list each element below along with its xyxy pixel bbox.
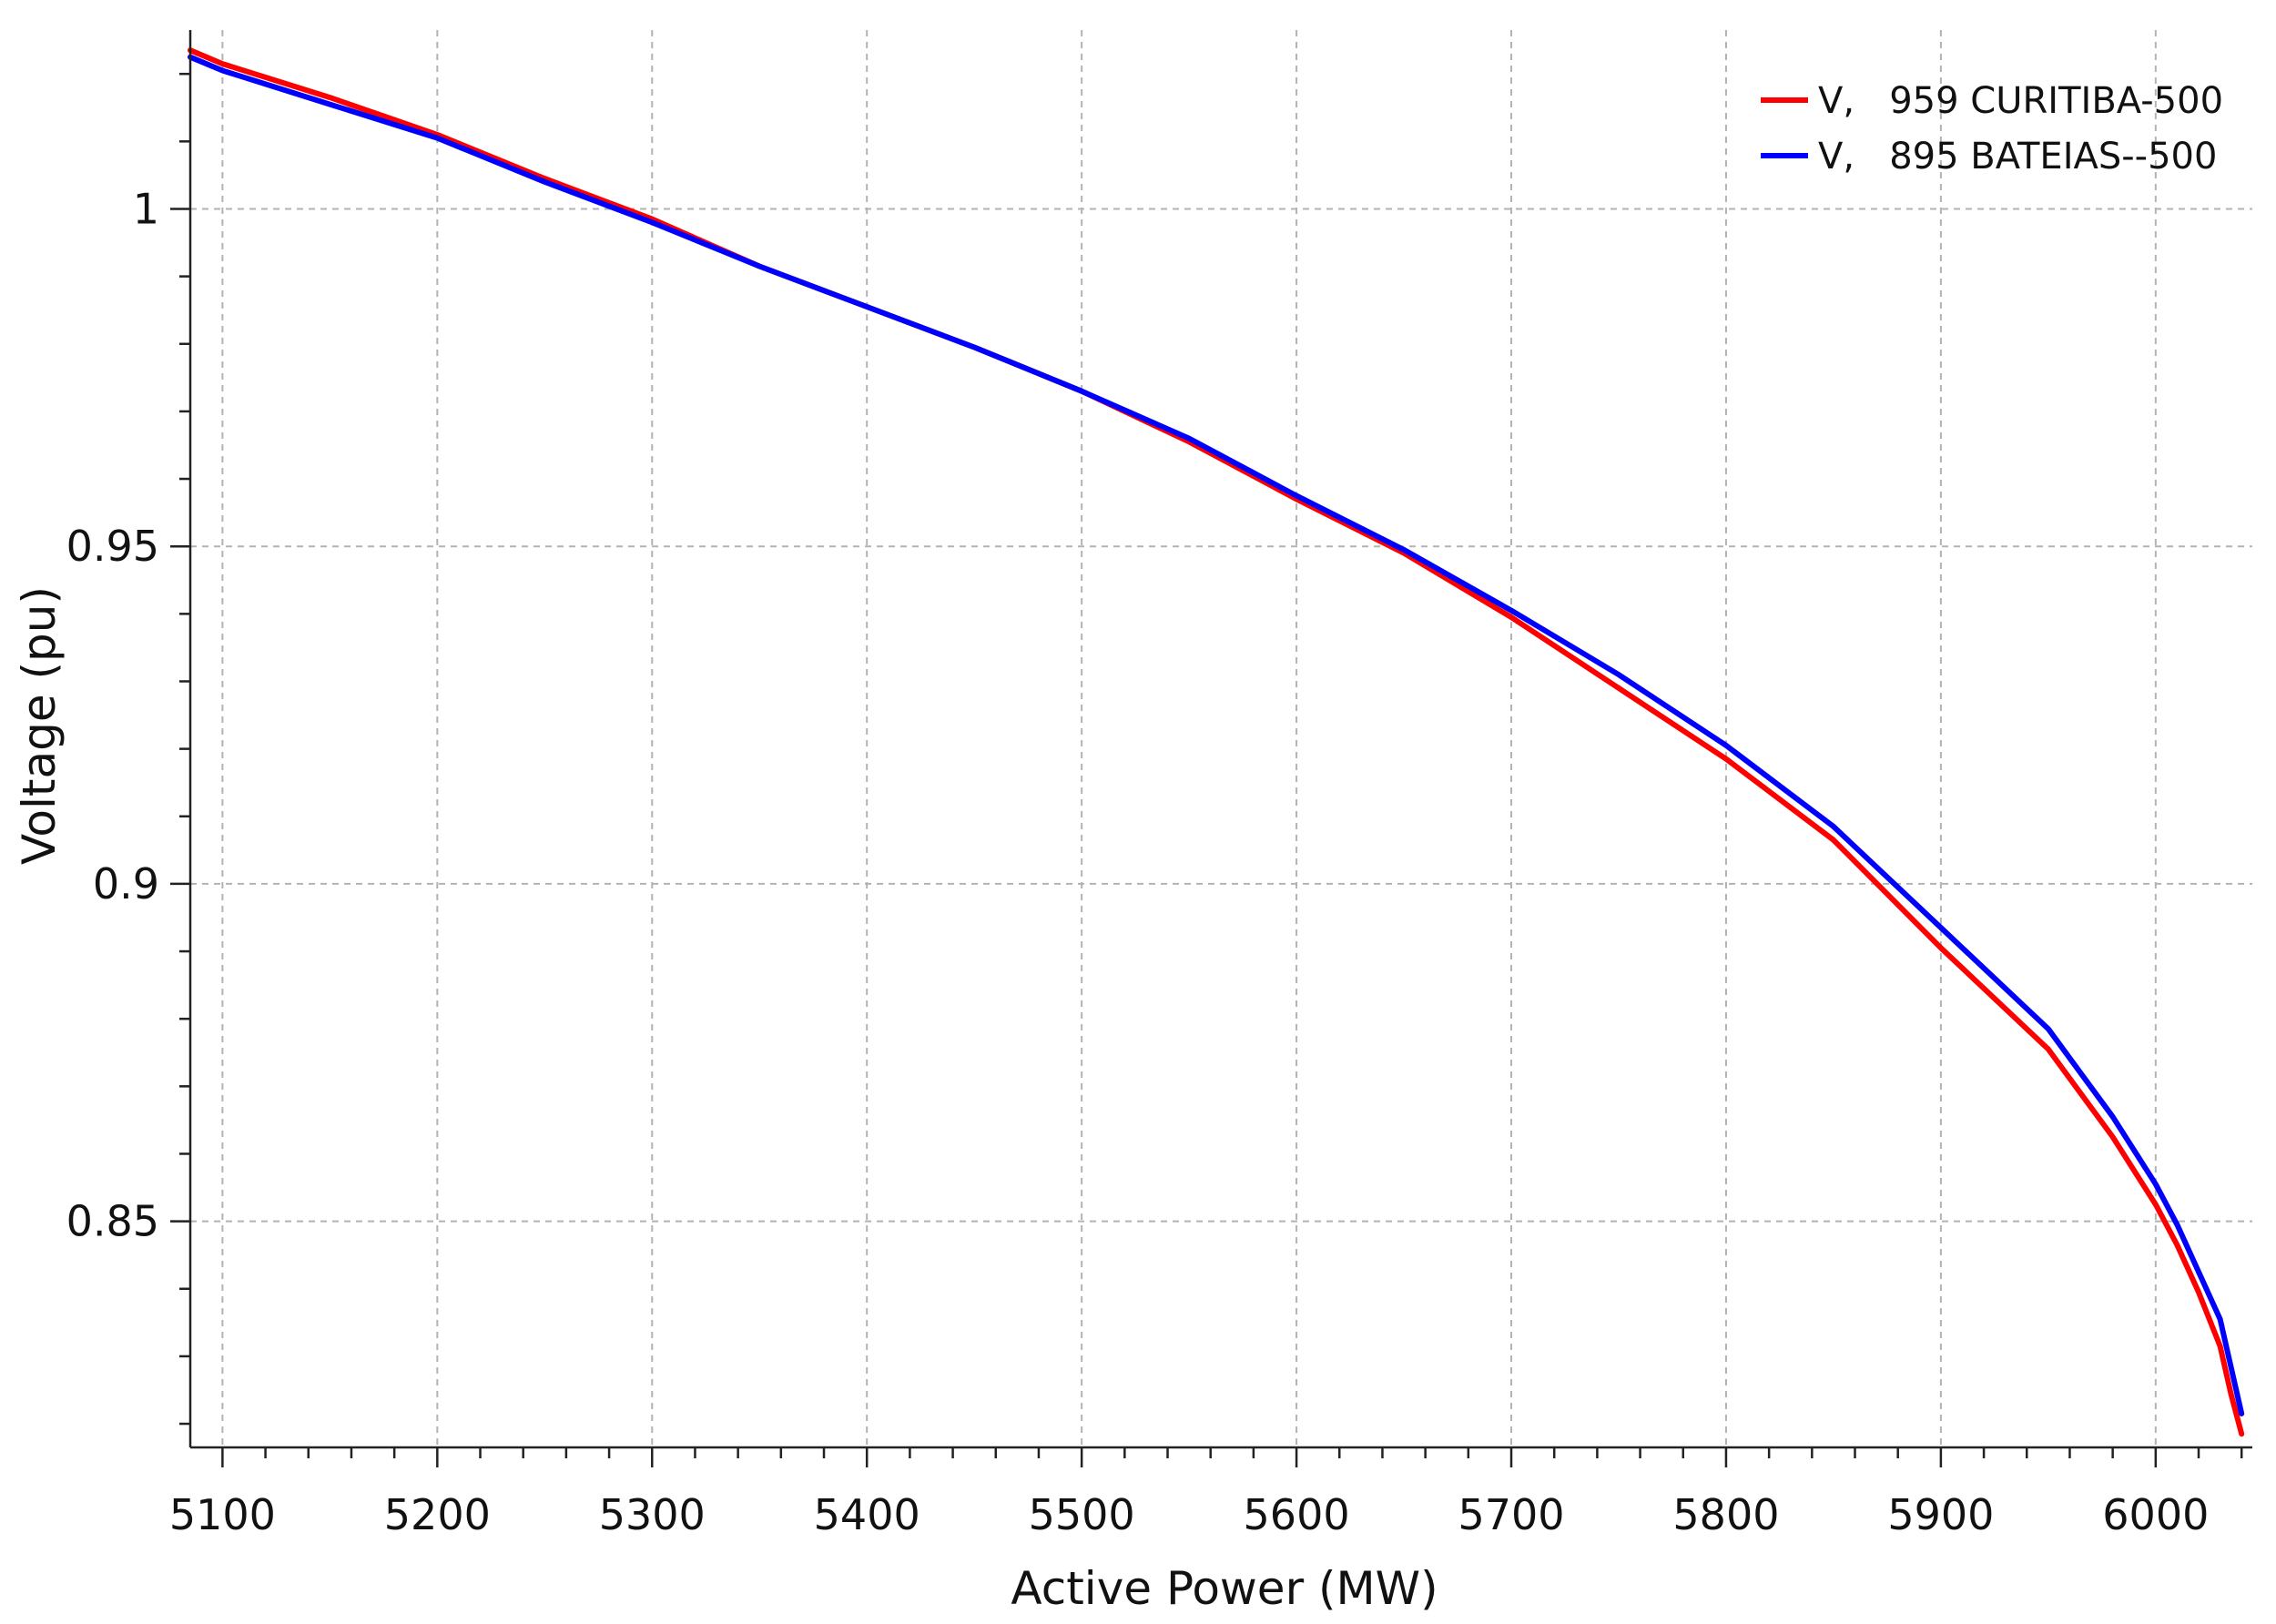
y-tick-label: 0.85 bbox=[66, 1197, 159, 1246]
series-line-bateias bbox=[188, 54, 2245, 1416]
y-tick-label: 0.9 bbox=[93, 859, 159, 908]
y-axis-title: Voltage (pu) bbox=[13, 586, 66, 865]
x-tick-label: 5900 bbox=[1887, 1490, 1994, 1539]
x-tick-label: 5400 bbox=[814, 1490, 920, 1539]
legend-label-curitiba: V, 959 CURITIBA-500 bbox=[1818, 80, 2223, 122]
x-tick-label: 5800 bbox=[1672, 1490, 1779, 1539]
y-tick-label: 0.95 bbox=[66, 522, 159, 571]
x-tick-label: 5300 bbox=[599, 1490, 706, 1539]
x-tick-label: 5600 bbox=[1244, 1490, 1350, 1539]
x-axis-title: Active Power (MW) bbox=[1011, 1562, 1438, 1615]
series-line-curitiba bbox=[188, 47, 2245, 1437]
x-tick-label: 5100 bbox=[169, 1490, 276, 1539]
x-tick-label: 5700 bbox=[1458, 1490, 1564, 1539]
y-tick-label: 1 bbox=[133, 184, 159, 233]
x-tick-label: 5500 bbox=[1029, 1490, 1135, 1539]
series-layer bbox=[188, 47, 2245, 1437]
grid-lines bbox=[190, 30, 2252, 1447]
ticks: 5100 5200 5300 5400 5500 5600 5700 5800 5900 6000… bbox=[66, 72, 2243, 1539]
x-tick-label: 5200 bbox=[384, 1490, 491, 1539]
x-tick-label: 6000 bbox=[2102, 1490, 2209, 1539]
axes bbox=[188, 30, 2252, 1449]
legend[interactable]: V, 959 CURITIBA-500 V, 895 BATEIAS--500 bbox=[1761, 80, 2223, 178]
legend-label-bateias: V, 895 BATEIAS--500 bbox=[1818, 136, 2217, 178]
